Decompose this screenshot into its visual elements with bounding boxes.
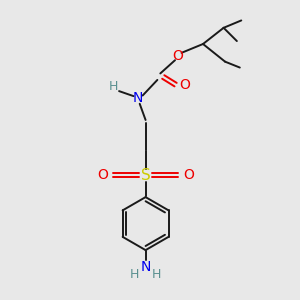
Text: H: H (152, 268, 161, 281)
Text: O: O (172, 49, 183, 63)
Text: O: O (98, 168, 108, 182)
Text: H: H (130, 268, 139, 281)
Text: N: N (140, 260, 151, 274)
Text: S: S (141, 167, 151, 182)
Text: N: N (133, 92, 143, 106)
Text: O: O (179, 78, 190, 92)
Text: O: O (183, 168, 194, 182)
Text: H: H (109, 80, 119, 93)
